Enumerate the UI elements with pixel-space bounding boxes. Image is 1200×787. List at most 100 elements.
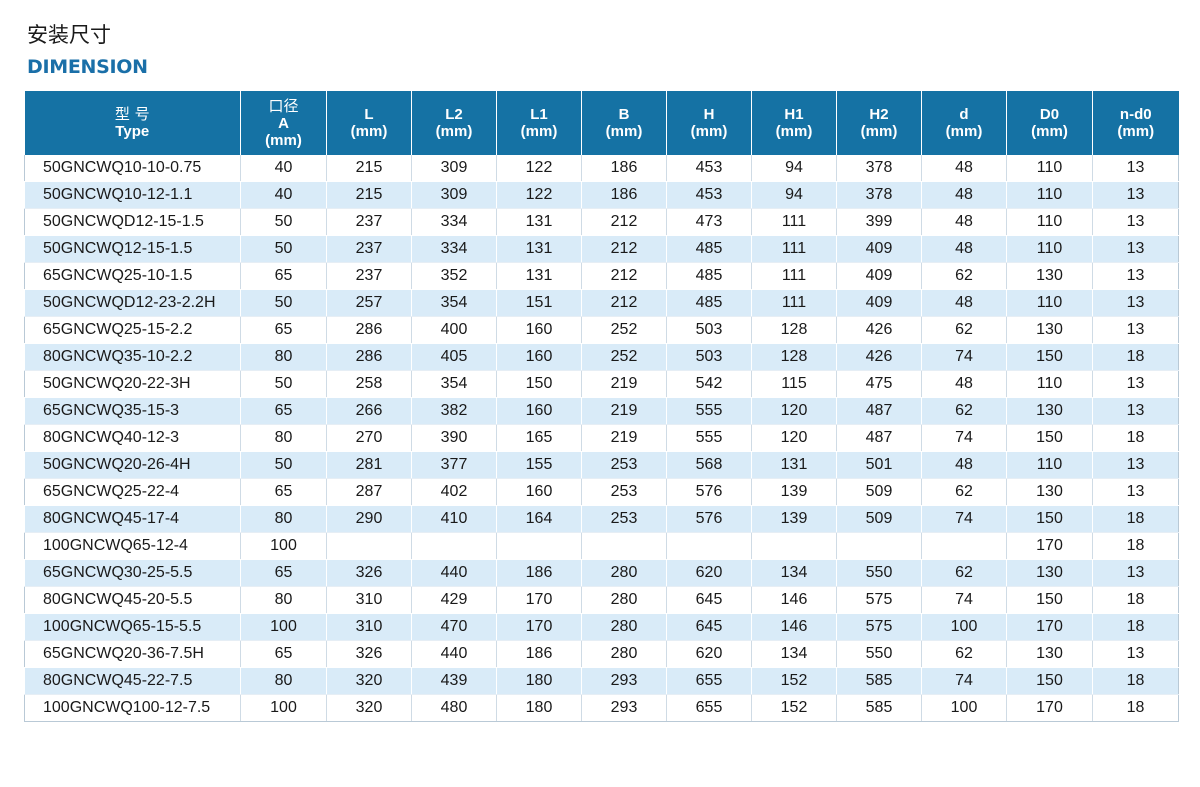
column-header-label: d	[959, 106, 969, 123]
dimension-cell: 310	[326, 586, 412, 614]
dimension-cell: 115	[751, 370, 837, 398]
column-header-label: (mm)	[265, 131, 302, 149]
dimension-cell: 160	[496, 397, 582, 425]
column-header: n-d0 (mm)	[1092, 91, 1179, 155]
table-row: 50GNCWQ10-10-0.75 40 215 309 122 186 453 94 378 4…	[24, 155, 1179, 182]
dimension-cell: 130	[1006, 559, 1093, 587]
column-header-label: (mm)	[520, 123, 558, 140]
dimension-cell: 487	[836, 424, 922, 452]
dimension-cell: 110	[1006, 370, 1093, 398]
dimension-cell: 170	[496, 586, 582, 614]
table-row: 80GNCWQ40-12-3 80 270 390 165 219 555 120 487 74 1…	[24, 424, 1179, 452]
dimension-cell: 152	[751, 694, 837, 722]
column-header-label: B	[618, 106, 630, 123]
dimension-cell: 13	[1092, 181, 1179, 209]
table-row: 50GNCWQ20-22-3H 50 258 354 150 219 542 115 475 48…	[24, 370, 1179, 398]
dimension-cell: 80	[240, 505, 327, 533]
dimension-cell: 122	[496, 181, 582, 209]
dimension-cell: 258	[326, 370, 412, 398]
model-type-cell: 50GNCWQD12-23-2.2H	[24, 289, 241, 317]
dimension-cell: 170	[1006, 532, 1093, 560]
dimension-cell: 128	[751, 316, 837, 344]
dimension-cell	[411, 532, 497, 560]
dimension-cell: 453	[666, 155, 752, 182]
column-header-label: L2	[445, 106, 463, 123]
dimension-cell: 110	[1006, 155, 1093, 182]
dimension-cell: 62	[921, 478, 1007, 506]
dimension-cell	[496, 532, 582, 560]
column-header-label: (mm)	[350, 123, 388, 140]
dimension-cell: 150	[1006, 505, 1093, 533]
dimension-cell: 320	[326, 694, 412, 722]
dimension-cell: 354	[411, 370, 497, 398]
dimension-cell: 390	[411, 424, 497, 452]
dimension-cell: 585	[836, 667, 922, 695]
dimension-cell: 575	[836, 586, 922, 614]
dimension-cell: 130	[1006, 397, 1093, 425]
column-header: H2 (mm)	[836, 91, 922, 155]
dimension-cell: 100	[921, 694, 1007, 722]
table-row: 80GNCWQ45-22-7.5 80 320 439 180 293 655 152 585 7…	[24, 667, 1179, 695]
dimension-cell: 485	[666, 262, 752, 290]
dimension-cell: 48	[921, 155, 1007, 182]
dimension-cell: 150	[496, 370, 582, 398]
dimension-cell: 100	[240, 694, 327, 722]
column-header-label: H	[703, 106, 715, 123]
page-title-chinese: 安装尺寸	[27, 23, 111, 47]
dimension-cell: 186	[496, 640, 582, 668]
model-type-cell: 50GNCWQD12-15-1.5	[24, 208, 241, 236]
dimension-cell: 655	[666, 694, 752, 722]
dimension-cell: 215	[326, 181, 412, 209]
dimension-cell: 409	[836, 262, 922, 290]
table-row: 50GNCWQD12-23-2.2H 50 257 354 151 212 485 111 40…	[24, 289, 1179, 317]
table-row: 100GNCWQ100-12-7.5 100 320 480 180 293 655 152 5…	[24, 694, 1179, 722]
table-row: 100GNCWQ65-12-4 100 170 18	[24, 532, 1179, 560]
dimension-cell: 111	[751, 289, 837, 317]
dimension-cell: 170	[496, 613, 582, 641]
dimension-cell: 130	[1006, 316, 1093, 344]
dimension-cell: 509	[836, 505, 922, 533]
dimension-cell: 485	[666, 289, 752, 317]
dimension-cell: 215	[326, 155, 412, 182]
dimension-cell: 134	[751, 559, 837, 587]
dimension-cell: 18	[1092, 694, 1179, 722]
dimension-cell: 130	[1006, 262, 1093, 290]
dimension-cell: 65	[240, 559, 327, 587]
dimension-cell: 645	[666, 613, 752, 641]
dimension-cell: 48	[921, 370, 1007, 398]
dimension-cell: 212	[581, 289, 667, 317]
model-type-cell: 80GNCWQ40-12-3	[24, 424, 241, 452]
dimension-cell: 212	[581, 208, 667, 236]
dimension-cell: 164	[496, 505, 582, 533]
dimension-cell: 139	[751, 505, 837, 533]
dimension-cell: 237	[326, 235, 412, 263]
dimension-cell: 326	[326, 559, 412, 587]
dimension-cell: 237	[326, 262, 412, 290]
model-type-cell: 65GNCWQ25-15-2.2	[24, 316, 241, 344]
dimension-cell: 65	[240, 316, 327, 344]
dimension-cell: 111	[751, 235, 837, 263]
dimension-cell: 111	[751, 262, 837, 290]
dimension-cell: 62	[921, 559, 1007, 587]
dimension-cell: 110	[1006, 451, 1093, 479]
column-header-label: L	[364, 106, 374, 123]
dimension-cell: 310	[326, 613, 412, 641]
dimension-cell	[581, 532, 667, 560]
dimension-cell: 378	[836, 181, 922, 209]
dimension-cell: 131	[496, 235, 582, 263]
dimension-cell: 13	[1092, 451, 1179, 479]
dimension-cell: 568	[666, 451, 752, 479]
dimension-cell: 509	[836, 478, 922, 506]
model-type-cell: 50GNCWQ12-15-1.5	[24, 235, 241, 263]
dimension-cell: 160	[496, 478, 582, 506]
dimension-cell: 575	[836, 613, 922, 641]
table-row: 50GNCWQ10-12-1.1 40 215 309 122 186 453 94 378 48…	[24, 181, 1179, 209]
dimension-cell: 155	[496, 451, 582, 479]
dimension-cell: 50	[240, 370, 327, 398]
dimension-cell: 94	[751, 181, 837, 209]
dimension-cell: 13	[1092, 208, 1179, 236]
dimension-cell: 334	[411, 235, 497, 263]
dimension-cell: 252	[581, 343, 667, 371]
dimension-cell: 150	[1006, 667, 1093, 695]
table-row: 100GNCWQ65-15-5.5 100 310 470 170 280 645 146 57…	[24, 613, 1179, 641]
